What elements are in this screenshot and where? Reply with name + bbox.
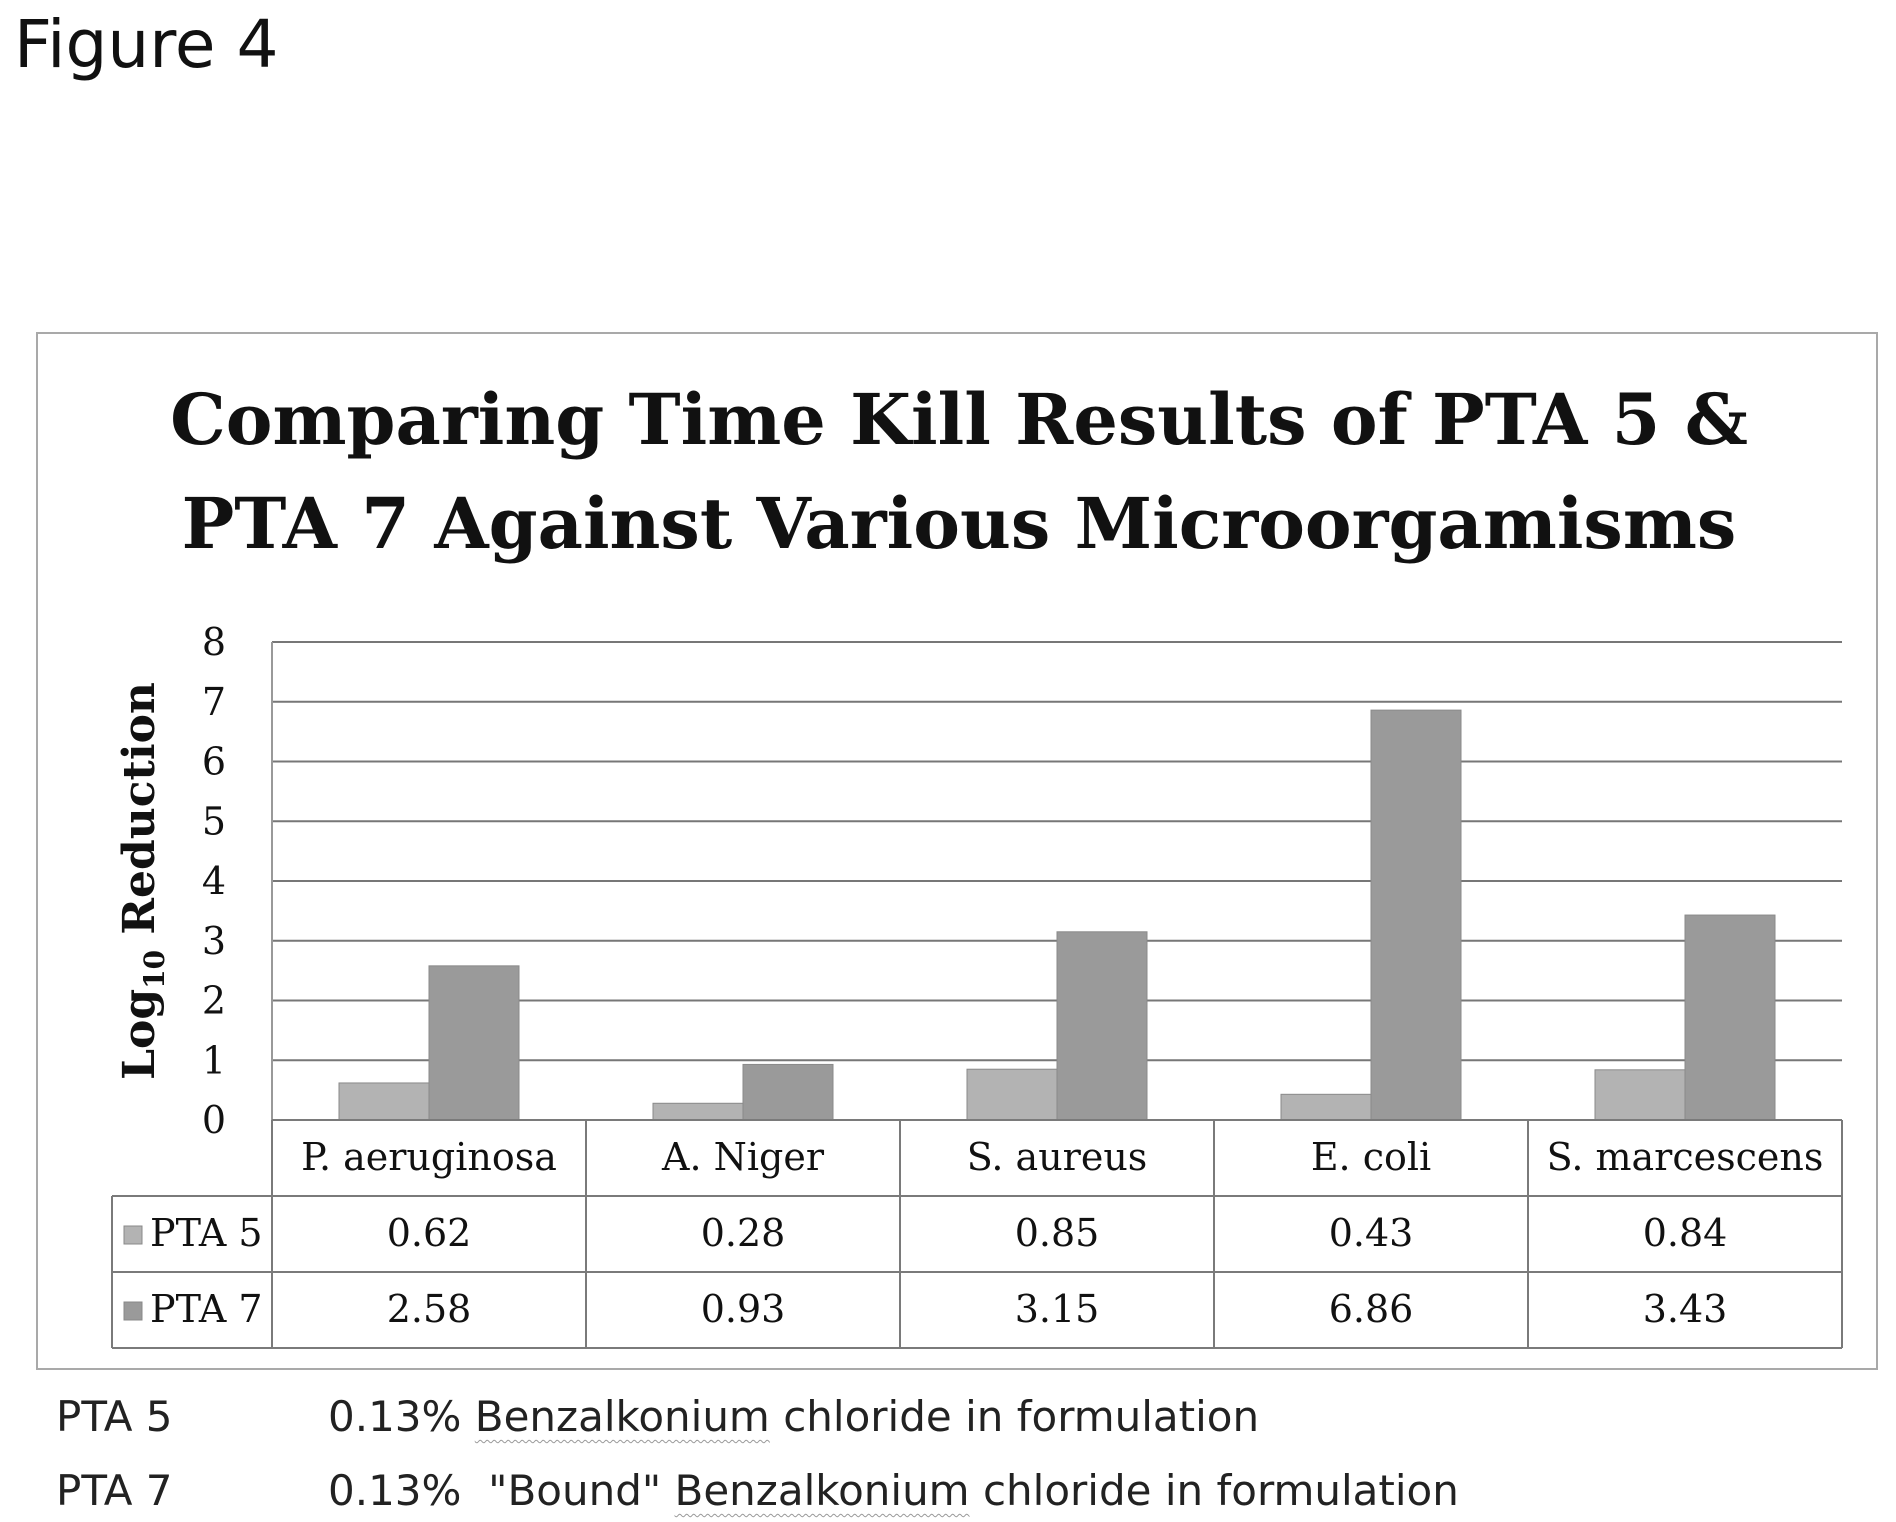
y-axis-label-text: Log10 Reduction <box>114 682 171 1080</box>
data-label: 3.43 <box>1643 1287 1728 1331</box>
chart-title: Comparing Time Kill Results of PTA 5 & PT… <box>170 378 1748 565</box>
footnote-term: PTA 5 <box>56 1392 173 1441</box>
y-tick-label: 6 <box>202 740 226 784</box>
footnote-desc-prefix: 0.13% <box>328 1392 475 1441</box>
data-label: 6.86 <box>1329 1287 1414 1331</box>
footnote-description: 0.13% Benzalkonium chloride in formulati… <box>328 1392 1259 1441</box>
bar-pta7-1 <box>742 1063 834 1121</box>
footnote-desc-suffix: chloride in formulation <box>969 1466 1459 1515</box>
bars <box>338 709 1776 1121</box>
category-label: P. aeruginosa <box>301 1135 557 1179</box>
y-tick-label: 7 <box>202 680 226 724</box>
data-label: 0.43 <box>1329 1211 1414 1255</box>
grid-lines <box>271 641 1842 1121</box>
bar-pta7-3 <box>1370 709 1462 1121</box>
category-label: S. aureus <box>967 1135 1148 1179</box>
legend-key-pta7 <box>123 1301 143 1321</box>
footnote-desc-suffix: chloride in formulation <box>769 1392 1260 1441</box>
footnote-desc-underlined: Benzalkonium <box>674 1466 970 1515</box>
chart-title-line: PTA 7 Against Various Microorgamisms <box>182 482 1737 565</box>
footnote-desc-underlined: Benzalkonium <box>474 1392 770 1441</box>
y-tick-label: 1 <box>202 1038 226 1082</box>
y-tick-label: 0 <box>202 1098 226 1142</box>
legend-key-pta5 <box>123 1225 143 1245</box>
data-label: 0.62 <box>387 1211 472 1255</box>
bar-pta5-2 <box>966 1068 1058 1121</box>
category-label: E. coli <box>1311 1135 1431 1179</box>
footnote-pta7: PTA 7 0.13% "Bound" Benzalkonium chlorid… <box>0 1466 1896 1522</box>
bar-pta7-4 <box>1684 914 1776 1121</box>
chart-frame: Comparing Time Kill Results of PTA 5 & PT… <box>36 332 1878 1370</box>
data-label: 0.85 <box>1015 1211 1100 1255</box>
chart-title-line: Comparing Time Kill Results of PTA 5 & <box>170 378 1748 461</box>
footnote-description: 0.13% "Bound" Benzalkonium chloride in f… <box>328 1466 1459 1515</box>
y-tick-label: 3 <box>202 919 226 963</box>
legend-label: PTA 5 <box>150 1211 263 1255</box>
y-axis-label: Log10 Reduction <box>114 682 171 1080</box>
footnote-desc-prefix: 0.13% "Bound" <box>328 1466 675 1515</box>
y-axis-ticks: 0 1 2 3 4 5 6 7 8 <box>202 620 226 1142</box>
y-tick-label: 4 <box>202 859 226 903</box>
y-tick-label: 2 <box>202 979 226 1023</box>
bar-pta5-0 <box>338 1082 430 1121</box>
chart: Comparing Time Kill Results of PTA 5 & PT… <box>111 378 1843 1349</box>
category-label: S. marcescens <box>1547 1135 1824 1179</box>
data-label: 2.58 <box>387 1287 472 1331</box>
category-label: A. Niger <box>661 1135 825 1179</box>
data-label: 0.93 <box>701 1287 786 1331</box>
y-tick-label: 8 <box>202 620 226 664</box>
y-tick-label: 5 <box>202 799 226 843</box>
data-label: 3.15 <box>1015 1287 1100 1331</box>
legend-label: PTA 7 <box>150 1287 263 1331</box>
data-label: 0.28 <box>701 1211 786 1255</box>
bar-pta7-0 <box>428 965 520 1121</box>
data-label: 0.84 <box>1643 1211 1728 1255</box>
bar-pta5-3 <box>1280 1093 1372 1121</box>
figure-label: Figure 4 <box>14 6 279 83</box>
bar-pta5-1 <box>652 1102 744 1121</box>
bar-pta5-4 <box>1594 1069 1686 1121</box>
data-table: P. aeruginosa A. Niger S. aureus E. coli S. … <box>111 1119 1843 1349</box>
footnote-term: PTA 7 <box>56 1466 173 1515</box>
bar-pta7-2 <box>1056 931 1148 1121</box>
footnote-pta5: PTA 5 0.13% Benzalkonium chloride in for… <box>0 1392 1896 1448</box>
